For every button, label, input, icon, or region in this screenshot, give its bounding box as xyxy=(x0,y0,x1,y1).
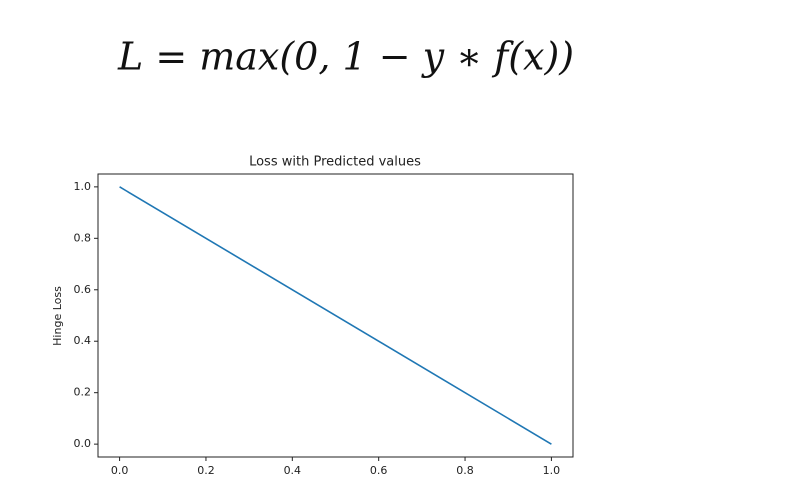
x-tick-label: 0.0 xyxy=(111,464,129,477)
y-tick-label: 0.2 xyxy=(74,386,92,399)
plot-frame xyxy=(97,173,574,458)
y-axis-label: Hinge Loss xyxy=(51,286,64,346)
y-tick-label: 0.8 xyxy=(74,231,92,244)
y-tick-label: 0.0 xyxy=(74,437,92,450)
x-tick-label: 0.4 xyxy=(284,464,302,477)
x-tick-label: 0.8 xyxy=(456,464,474,477)
y-tick-label: 0.6 xyxy=(74,283,92,296)
y-tick-label: 1.0 xyxy=(74,180,92,193)
formula: L = max(0, 1 − y ∗ f(x)) xyxy=(117,35,574,79)
x-tick-label: 0.6 xyxy=(370,464,388,477)
chart-title: Loss with Predicted values xyxy=(249,155,421,170)
x-tick-label: 1.0 xyxy=(543,464,561,477)
line-series xyxy=(119,186,552,445)
x-tick-label: 0.2 xyxy=(197,464,215,477)
y-tick-label: 0.4 xyxy=(74,334,92,347)
